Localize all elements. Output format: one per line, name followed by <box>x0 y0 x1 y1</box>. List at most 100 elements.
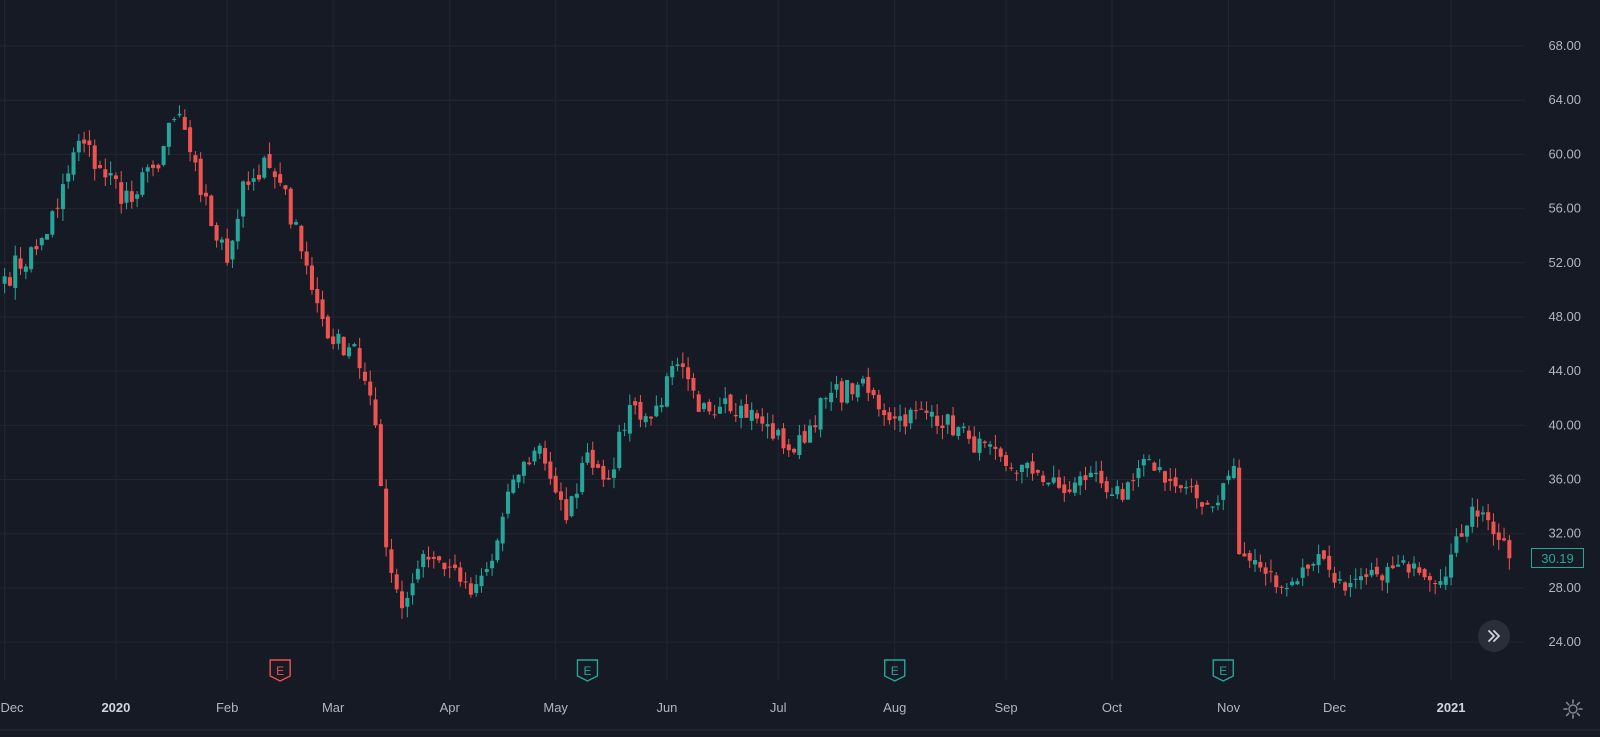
candle-body <box>892 416 897 419</box>
candle-body <box>739 405 744 419</box>
candle-body <box>527 462 532 465</box>
candle-body <box>1491 521 1496 535</box>
candle-body <box>182 116 187 130</box>
candle-body <box>818 398 823 430</box>
candle-body <box>474 584 479 594</box>
price-tick-label: 32.00 <box>1548 526 1581 541</box>
price-tick-label: 60.00 <box>1548 146 1581 161</box>
candle-body <box>1279 586 1284 588</box>
candle-body <box>50 211 55 235</box>
candle-body <box>161 145 166 165</box>
candle-body <box>29 247 34 270</box>
candle-body <box>659 405 664 408</box>
candle-body <box>1454 536 1459 553</box>
candle-body <box>988 444 993 447</box>
candle-body <box>945 414 950 425</box>
candle-body <box>145 167 150 172</box>
candle-body <box>505 491 510 514</box>
candle-body <box>580 463 585 492</box>
candle-body <box>357 348 362 369</box>
candle-body <box>299 225 304 252</box>
candle-body <box>1385 567 1390 583</box>
candle-body <box>1056 477 1062 488</box>
candle-body <box>378 424 383 487</box>
candle-body <box>1337 579 1342 581</box>
candle-body <box>352 344 357 347</box>
candle-body <box>7 277 12 286</box>
candle-body <box>34 246 39 250</box>
earnings-marker[interactable]: E <box>884 659 906 682</box>
candle-body <box>325 316 330 339</box>
scroll-to-realtime-button[interactable] <box>1478 620 1510 652</box>
candle-body <box>415 568 420 580</box>
candle-body <box>1104 481 1109 493</box>
candle-body <box>903 414 908 427</box>
candle-body <box>13 255 18 288</box>
price-tick-label: 48.00 <box>1548 309 1581 324</box>
candle-body <box>1369 569 1374 576</box>
candle-body <box>548 461 553 479</box>
candle-body <box>336 333 341 344</box>
gear-icon[interactable] <box>1562 698 1584 720</box>
candle-body <box>845 379 850 403</box>
candle-body <box>882 410 887 416</box>
candle-body <box>966 430 971 439</box>
candle-body <box>1078 476 1083 486</box>
candle-body <box>55 207 60 209</box>
candle-body <box>1120 488 1125 500</box>
earnings-marker[interactable]: E <box>269 659 291 682</box>
candle-body <box>251 178 256 182</box>
candle-body <box>1072 482 1077 493</box>
candle-body <box>60 184 65 210</box>
candle-body <box>1152 462 1157 471</box>
candle-body <box>278 174 283 183</box>
time-tick-label: May <box>543 700 568 715</box>
candle-body <box>850 383 855 395</box>
candle-body <box>1396 564 1401 567</box>
earnings-marker[interactable]: E <box>576 659 599 682</box>
candle-body <box>977 438 982 453</box>
candle-body <box>1295 581 1300 585</box>
candle-body <box>913 410 918 412</box>
earnings-marker[interactable]: E <box>1212 659 1234 682</box>
candle-body <box>129 191 134 202</box>
candle-body <box>691 377 696 391</box>
candle-body <box>1274 575 1279 588</box>
candle-body <box>98 165 103 168</box>
candle-body <box>235 218 240 242</box>
candle-body <box>654 405 659 417</box>
candle-body <box>490 560 495 569</box>
candle-body <box>362 371 367 381</box>
candle-body <box>702 403 707 410</box>
candle-body <box>463 581 468 583</box>
candle-body <box>972 436 977 453</box>
candle-body <box>1449 554 1454 578</box>
candle-body <box>400 591 405 609</box>
candle-body <box>760 416 765 424</box>
candle-body <box>717 406 722 414</box>
candle-body <box>1205 502 1210 505</box>
candle-body <box>537 445 542 454</box>
time-tick-label: Jul <box>770 700 787 715</box>
candle-body <box>935 415 940 426</box>
candle-body <box>140 172 145 195</box>
candle-body <box>786 444 791 451</box>
candle-body <box>1067 489 1072 492</box>
candle-body <box>643 416 648 423</box>
time-tick-label: 2020 <box>101 700 130 715</box>
candle-body <box>707 401 712 412</box>
candle-body <box>1210 506 1215 508</box>
candle-body <box>389 549 394 573</box>
candle-body <box>468 583 473 595</box>
candle-body <box>1311 563 1316 566</box>
candle-body <box>898 416 903 421</box>
candle-body <box>1231 465 1236 479</box>
price-axis[interactable]: 68.00 64.00 60.00 56.00 52.00 48.00 44.00 40.00… <box>1548 38 1581 649</box>
candle-body <box>993 446 998 449</box>
price-tick-label: 24.00 <box>1548 634 1581 649</box>
candle-body <box>596 464 601 468</box>
candle-body <box>1268 571 1273 573</box>
time-axis[interactable]: Dec 2020 Feb Mar Apr May Jun Jul Aug Sep Oct Nov Dec… <box>0 700 1465 715</box>
candle-body <box>124 190 129 203</box>
